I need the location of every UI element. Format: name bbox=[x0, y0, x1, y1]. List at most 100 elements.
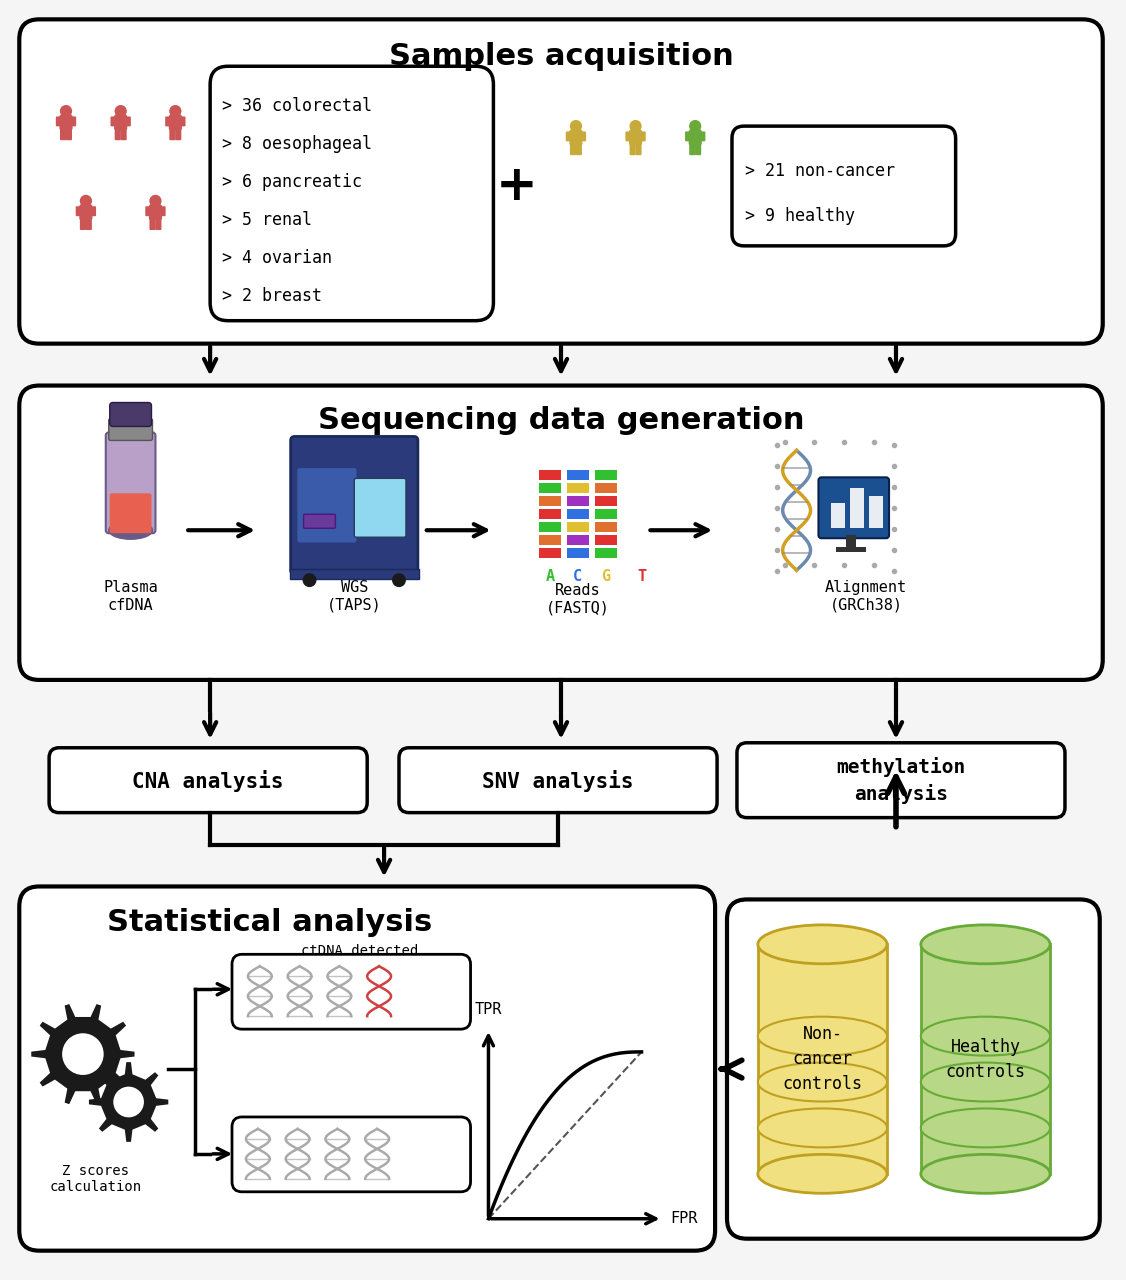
FancyBboxPatch shape bbox=[110, 116, 117, 127]
FancyBboxPatch shape bbox=[145, 206, 152, 216]
Ellipse shape bbox=[921, 1016, 1051, 1056]
Bar bbox=[595, 509, 617, 520]
Bar bbox=[539, 484, 561, 493]
Text: Alignment
(GRCh38): Alignment (GRCh38) bbox=[825, 580, 908, 613]
Bar bbox=[595, 470, 617, 480]
FancyBboxPatch shape bbox=[575, 142, 582, 155]
Text: Sequencing data generation: Sequencing data generation bbox=[318, 406, 804, 435]
FancyBboxPatch shape bbox=[685, 132, 691, 141]
Text: Reads
(FASTQ): Reads (FASTQ) bbox=[546, 584, 610, 616]
FancyBboxPatch shape bbox=[166, 116, 172, 127]
FancyBboxPatch shape bbox=[819, 477, 890, 538]
Circle shape bbox=[303, 573, 316, 588]
FancyBboxPatch shape bbox=[79, 205, 92, 220]
FancyBboxPatch shape bbox=[211, 67, 493, 321]
Text: > 8 oesophageal: > 8 oesophageal bbox=[222, 136, 372, 154]
Text: T: T bbox=[637, 570, 646, 584]
Bar bbox=[869, 497, 883, 529]
Ellipse shape bbox=[921, 925, 1051, 964]
Bar bbox=[831, 503, 846, 529]
Text: > 6 pancreatic: > 6 pancreatic bbox=[222, 173, 363, 191]
Text: +: + bbox=[495, 163, 537, 210]
FancyBboxPatch shape bbox=[570, 142, 577, 155]
FancyBboxPatch shape bbox=[699, 132, 705, 141]
Bar bbox=[568, 522, 589, 532]
FancyBboxPatch shape bbox=[120, 127, 126, 141]
FancyBboxPatch shape bbox=[19, 887, 715, 1251]
Circle shape bbox=[115, 106, 126, 116]
Circle shape bbox=[150, 196, 161, 206]
FancyBboxPatch shape bbox=[109, 402, 152, 426]
Text: WGS
(TAPS): WGS (TAPS) bbox=[327, 580, 382, 613]
Circle shape bbox=[170, 106, 181, 116]
Text: Z scores
calculation: Z scores calculation bbox=[50, 1164, 142, 1194]
Bar bbox=[758, 945, 887, 1174]
Bar bbox=[539, 470, 561, 480]
Text: TPR: TPR bbox=[475, 1002, 502, 1018]
FancyBboxPatch shape bbox=[689, 129, 701, 146]
FancyBboxPatch shape bbox=[176, 127, 181, 141]
FancyBboxPatch shape bbox=[689, 142, 696, 155]
Text: methylation
analysis: methylation analysis bbox=[837, 758, 966, 804]
Circle shape bbox=[61, 106, 71, 116]
Ellipse shape bbox=[758, 925, 887, 964]
Text: ctDNA detected: ctDNA detected bbox=[301, 945, 418, 959]
Text: FPR: FPR bbox=[670, 1211, 698, 1226]
FancyBboxPatch shape bbox=[570, 129, 582, 146]
Ellipse shape bbox=[758, 1155, 887, 1193]
Text: SNV analysis: SNV analysis bbox=[482, 769, 634, 792]
Text: > 5 renal: > 5 renal bbox=[222, 211, 312, 229]
FancyBboxPatch shape bbox=[304, 515, 336, 529]
Bar bbox=[539, 497, 561, 507]
Circle shape bbox=[80, 196, 91, 206]
Circle shape bbox=[571, 120, 581, 132]
FancyBboxPatch shape bbox=[399, 748, 717, 813]
Text: Non-
cancer
controls: Non- cancer controls bbox=[783, 1025, 863, 1093]
FancyBboxPatch shape bbox=[232, 1117, 471, 1192]
FancyBboxPatch shape bbox=[640, 132, 645, 141]
FancyBboxPatch shape bbox=[695, 142, 701, 155]
Text: C: C bbox=[573, 570, 582, 584]
Ellipse shape bbox=[921, 1155, 1051, 1193]
Text: G: G bbox=[601, 570, 610, 584]
FancyBboxPatch shape bbox=[169, 115, 182, 131]
Circle shape bbox=[62, 1033, 104, 1075]
FancyBboxPatch shape bbox=[80, 218, 86, 230]
Circle shape bbox=[690, 120, 700, 132]
FancyBboxPatch shape bbox=[150, 218, 155, 230]
Bar bbox=[921, 945, 1051, 1174]
FancyBboxPatch shape bbox=[732, 127, 956, 246]
Ellipse shape bbox=[109, 521, 152, 539]
FancyBboxPatch shape bbox=[65, 127, 72, 141]
FancyBboxPatch shape bbox=[565, 132, 572, 141]
Ellipse shape bbox=[921, 1062, 1051, 1102]
Bar bbox=[539, 548, 561, 558]
FancyBboxPatch shape bbox=[86, 218, 92, 230]
FancyBboxPatch shape bbox=[60, 115, 72, 131]
FancyBboxPatch shape bbox=[56, 116, 62, 127]
Polygon shape bbox=[89, 1062, 168, 1142]
Ellipse shape bbox=[758, 1108, 887, 1147]
FancyBboxPatch shape bbox=[179, 116, 186, 127]
Bar bbox=[289, 570, 419, 579]
Circle shape bbox=[114, 1087, 144, 1117]
Ellipse shape bbox=[758, 1016, 887, 1056]
FancyBboxPatch shape bbox=[19, 19, 1102, 343]
FancyBboxPatch shape bbox=[580, 132, 587, 141]
Text: > 36 colorectal: > 36 colorectal bbox=[222, 97, 372, 115]
FancyBboxPatch shape bbox=[625, 132, 632, 141]
FancyBboxPatch shape bbox=[727, 900, 1100, 1239]
Circle shape bbox=[392, 573, 406, 588]
Bar bbox=[539, 509, 561, 520]
Bar bbox=[539, 535, 561, 545]
Bar bbox=[837, 548, 866, 552]
FancyBboxPatch shape bbox=[75, 206, 82, 216]
Ellipse shape bbox=[758, 1062, 887, 1102]
FancyBboxPatch shape bbox=[635, 142, 642, 155]
Bar bbox=[568, 509, 589, 520]
Text: A: A bbox=[545, 570, 555, 584]
Polygon shape bbox=[32, 1004, 134, 1105]
Bar bbox=[595, 522, 617, 532]
FancyBboxPatch shape bbox=[629, 129, 642, 146]
Bar bbox=[595, 535, 617, 545]
